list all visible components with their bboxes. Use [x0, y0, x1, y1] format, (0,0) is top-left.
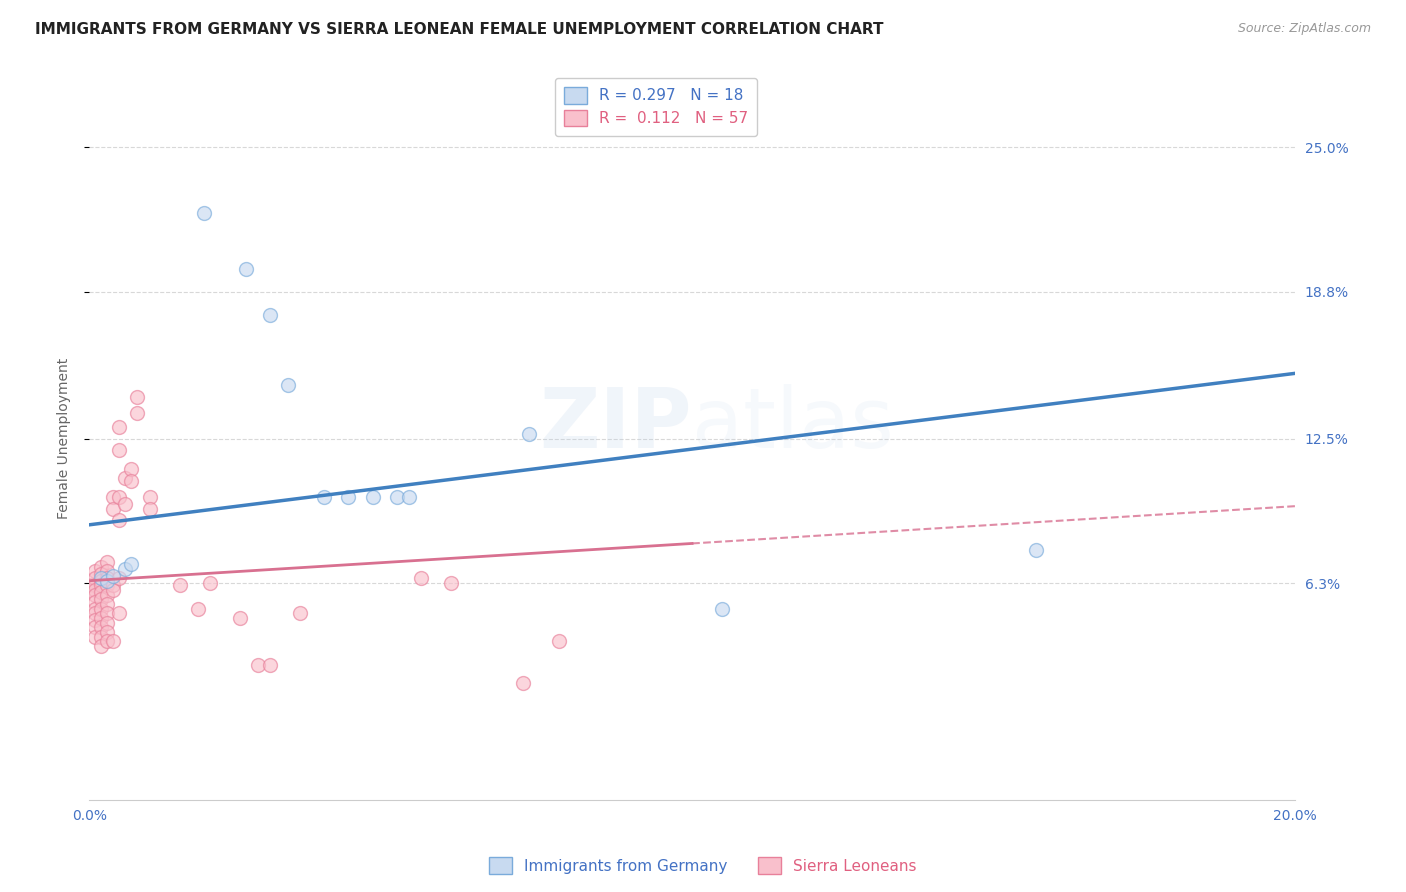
Point: [84, 582, 107, 597]
Point: [259, 657, 281, 672]
Point: [84, 565, 107, 579]
Point: [193, 205, 215, 219]
Point: [84, 601, 107, 615]
Point: [290, 607, 312, 621]
Point: [103, 582, 125, 597]
Point: [120, 558, 142, 572]
Point: [398, 490, 420, 504]
Point: [77, 582, 100, 597]
Point: [103, 634, 125, 648]
Point: [138, 501, 160, 516]
Point: [77, 578, 100, 592]
Point: [103, 501, 125, 516]
Point: [103, 490, 125, 504]
Point: [517, 426, 540, 441]
Point: [84, 613, 107, 627]
Point: [96, 634, 118, 648]
Point: [114, 471, 136, 485]
Point: [103, 578, 125, 592]
Y-axis label: Female Unemployment: Female Unemployment: [58, 358, 72, 519]
Point: [120, 474, 142, 488]
Point: [120, 462, 142, 476]
Point: [84, 571, 107, 585]
Point: [385, 490, 408, 504]
Point: [108, 513, 131, 527]
Point: [90, 601, 112, 615]
Point: [90, 611, 112, 625]
Point: [84, 578, 107, 592]
Point: [235, 261, 257, 276]
Point: [90, 574, 112, 588]
Point: [440, 576, 463, 591]
Point: [169, 578, 191, 592]
Point: [127, 390, 149, 404]
Point: [711, 601, 734, 615]
Point: [96, 597, 118, 611]
Point: [96, 615, 118, 630]
Point: [90, 571, 112, 585]
Point: [90, 620, 112, 634]
Point: [96, 571, 118, 585]
Point: [108, 420, 131, 434]
Point: [127, 406, 149, 420]
Text: ZIP: ZIP: [540, 384, 692, 465]
Point: [337, 490, 360, 504]
Point: [277, 378, 299, 392]
Point: [361, 490, 384, 504]
Legend: Immigrants from Germany, Sierra Leoneans: Immigrants from Germany, Sierra Leoneans: [484, 851, 922, 880]
Point: [103, 569, 125, 583]
Point: [314, 490, 336, 504]
Point: [548, 634, 571, 648]
Point: [108, 571, 131, 585]
Point: [114, 562, 136, 576]
Point: [90, 559, 112, 574]
Text: IMMIGRANTS FROM GERMANY VS SIERRA LEONEAN FEMALE UNEMPLOYMENT CORRELATION CHART: IMMIGRANTS FROM GERMANY VS SIERRA LEONEA…: [35, 22, 883, 37]
Text: Source: ZipAtlas.com: Source: ZipAtlas.com: [1237, 22, 1371, 36]
Point: [96, 555, 118, 569]
Point: [96, 588, 118, 602]
Point: [198, 576, 221, 591]
Point: [84, 630, 107, 644]
Point: [138, 490, 160, 504]
Point: [96, 625, 118, 640]
Point: [90, 585, 112, 599]
Point: [96, 574, 118, 588]
Point: [90, 566, 112, 581]
Point: [114, 497, 136, 511]
Point: [96, 578, 118, 592]
Legend: R = 0.297   N = 18, R =  0.112   N = 57: R = 0.297 N = 18, R = 0.112 N = 57: [554, 78, 758, 136]
Point: [1025, 543, 1047, 558]
Point: [90, 592, 112, 607]
Point: [84, 620, 107, 634]
Point: [90, 639, 112, 653]
Point: [96, 607, 118, 621]
Point: [84, 588, 107, 602]
Point: [108, 490, 131, 504]
Point: [247, 657, 270, 672]
Point: [84, 595, 107, 609]
Point: [108, 607, 131, 621]
Point: [409, 571, 432, 585]
Point: [96, 565, 118, 579]
Point: [187, 601, 209, 615]
Point: [259, 308, 281, 322]
Point: [90, 630, 112, 644]
Text: atlas: atlas: [692, 384, 894, 465]
Point: [84, 607, 107, 621]
Point: [512, 676, 534, 690]
Point: [229, 611, 252, 625]
Point: [108, 443, 131, 458]
Point: [90, 578, 112, 592]
